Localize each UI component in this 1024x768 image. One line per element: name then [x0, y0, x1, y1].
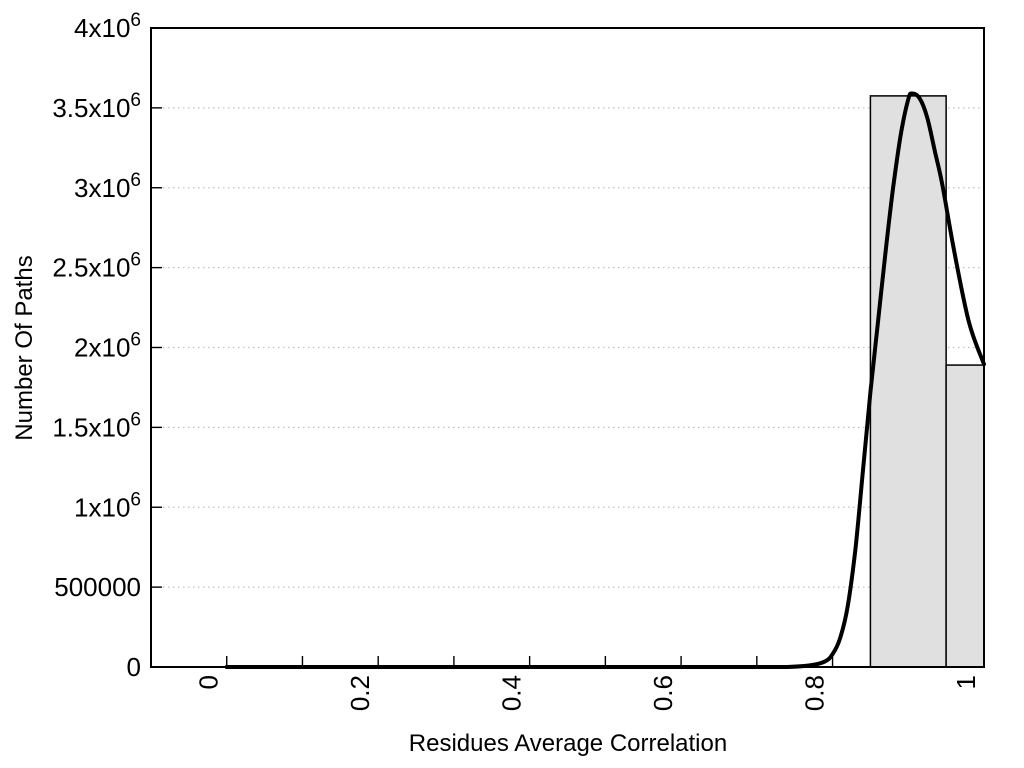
- y-tick-label: 3x106: [74, 170, 141, 203]
- y-tick-label: 500000: [54, 572, 141, 602]
- x-tick-label: 0.4: [497, 675, 527, 711]
- x-tick-label: 0.6: [648, 675, 678, 711]
- x-axis-title-text: Residues Average Correlation: [408, 730, 728, 757]
- y-axis-title-text: Number Of Paths: [11, 255, 38, 441]
- y-tick-label: 2.5x106: [52, 250, 141, 283]
- y-tick-label: 4x106: [74, 10, 141, 43]
- x-tick-label: 0: [194, 675, 224, 689]
- histogram-bar: [945, 364, 985, 668]
- histogram-bar: [869, 95, 947, 668]
- y-tick-label: 1.5x106: [52, 409, 141, 442]
- density-curve: [224, 91, 986, 669]
- y-tick-label: 2x106: [74, 330, 141, 363]
- x-tick-label: 0.8: [800, 675, 830, 711]
- y-tick-label: 0: [127, 652, 141, 682]
- y-tick-label: 1x106: [74, 489, 141, 522]
- x-axis-title: Residues Average Correlation: [409, 730, 727, 758]
- x-tick-label: 0.2: [345, 675, 375, 711]
- x-tick-label: 1: [951, 675, 981, 689]
- y-tick-label: 3.5x106: [52, 90, 141, 123]
